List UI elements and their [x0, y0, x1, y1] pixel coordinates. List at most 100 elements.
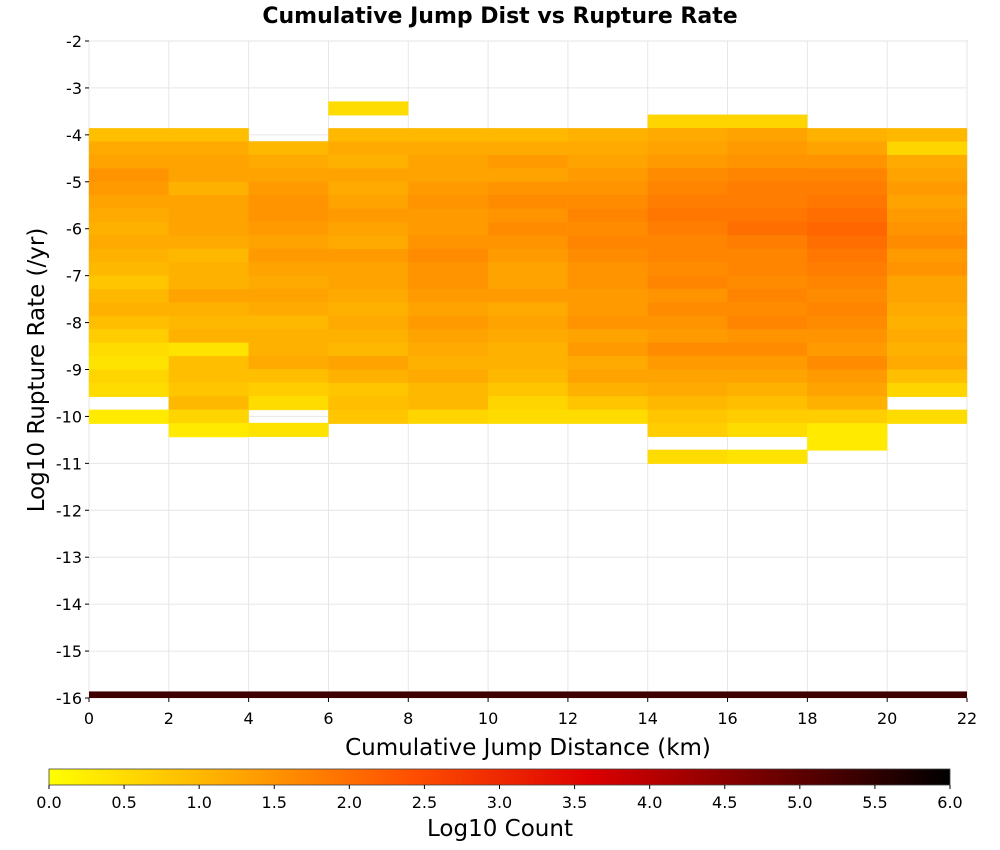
x-axis-label: Cumulative Jump Distance (km): [345, 735, 711, 761]
y-tick-label: -4: [66, 126, 82, 145]
heatmap-cell: [248, 275, 329, 290]
y-tick-label: -15: [56, 642, 82, 661]
heatmap-cell: [807, 409, 888, 424]
heatmap-cell: [887, 248, 968, 263]
heatmap-cell: [328, 369, 409, 384]
y-tick-label: -6: [66, 220, 82, 239]
heatmap-cell: [807, 356, 888, 371]
heatmap-cell: [807, 315, 888, 330]
heatmap-bottom-band: [89, 691, 967, 698]
colorbar-tick-label: 0.5: [111, 793, 136, 812]
heatmap-cell: [647, 302, 728, 317]
heatmap-cell: [807, 302, 888, 317]
heatmap-cell: [887, 302, 968, 317]
heatmap-cell: [807, 181, 888, 196]
heatmap-cell: [487, 396, 569, 411]
heatmap-cell: [408, 396, 489, 411]
heatmap-cell: [647, 396, 728, 411]
heatmap-cell: [88, 141, 169, 156]
heatmap-cell: [887, 262, 968, 277]
colorbar-tick-label: 5.5: [862, 793, 887, 812]
heatmap-cell: [248, 221, 329, 236]
heatmap-cell: [168, 154, 249, 170]
heatmap-cell: [487, 342, 569, 357]
y-tick-label: -13: [56, 548, 82, 567]
heatmap-cell: [88, 221, 169, 237]
heatmap-cell: [807, 289, 888, 304]
heatmap-cell: [88, 262, 169, 277]
heatmap-cell: [408, 208, 489, 223]
heatmap-cell: [328, 155, 409, 170]
heatmap-cell: [168, 342, 249, 357]
x-tick-label: 4: [244, 709, 254, 728]
heatmap-cell: [567, 275, 648, 290]
heatmap-cell: [487, 141, 569, 156]
x-axis-ticks: 0 2 4 6 8 10 12 14 16 18 20 22: [84, 698, 977, 728]
heatmap-cell: [408, 302, 489, 317]
heatmap-cell: [328, 356, 409, 371]
x-tick-label: 18: [797, 709, 817, 728]
heatmap-cell: [647, 168, 728, 183]
heatmap-cell: [168, 423, 249, 438]
heatmap-cell: [567, 235, 648, 250]
heatmap-cell: [727, 168, 808, 183]
heatmap-cell: [408, 369, 489, 384]
colorbar-tick-label: 4.0: [637, 793, 662, 812]
heatmap-cell: [807, 141, 888, 156]
heatmap-cell: [647, 342, 728, 357]
heatmap-cell: [887, 329, 968, 344]
heatmap-cell: [807, 208, 888, 223]
heatmap-cell: [248, 154, 329, 169]
heatmap-cell: [567, 141, 648, 156]
heatmap-cell: [807, 342, 888, 357]
heatmap-cell: [647, 382, 728, 397]
heatmap-cell: [248, 302, 329, 317]
heatmap-cell: [887, 369, 968, 384]
heatmap-cell: [727, 449, 808, 464]
heatmap-cell: [328, 181, 409, 196]
heatmap-cell: [727, 422, 808, 438]
heatmap-cell: [567, 342, 648, 357]
heatmap-cell: [487, 356, 569, 371]
y-axis-label: Log10 Rupture Rate (/yr): [24, 228, 50, 513]
heatmap-cell: [248, 369, 329, 384]
heatmap-cell: [487, 329, 569, 344]
heatmap-cell: [807, 128, 888, 143]
heatmap-cell: [328, 222, 409, 237]
heatmap-cell: [807, 195, 888, 210]
x-tick-label: 20: [877, 709, 897, 728]
colorbar-tick-label: 1.5: [262, 793, 287, 812]
heatmap-cell: [887, 154, 968, 170]
heatmap-cell: [248, 355, 329, 370]
heatmap-cell: [248, 342, 329, 357]
heatmap-cell: [328, 302, 409, 317]
heatmap-cell: [168, 128, 249, 143]
x-tick-label: 8: [403, 709, 413, 728]
heatmap-cell: [807, 423, 888, 438]
heatmap-cell: [328, 141, 409, 156]
heatmap-cell: [168, 356, 249, 371]
heatmap-cell: [727, 141, 808, 156]
heatmap-cell: [647, 409, 728, 424]
heatmap-cell: [567, 302, 648, 317]
heatmap-cell: [567, 356, 648, 371]
x-tick-label: 14: [638, 709, 658, 728]
colorbar-label: Log10 Count: [427, 816, 573, 842]
x-tick-label: 22: [957, 709, 977, 728]
y-tick-label: -3: [66, 79, 82, 98]
heatmap-cell: [807, 382, 888, 397]
heatmap-cell: [567, 195, 648, 210]
heatmap-cell: [727, 154, 808, 169]
heatmap-cell: [887, 289, 968, 304]
heatmap-cell: [168, 262, 249, 277]
y-tick-label: -10: [56, 407, 82, 426]
heatmap-cell: [567, 369, 648, 384]
heatmap-cell: [487, 168, 569, 183]
heatmap-cell: [248, 328, 329, 344]
heatmap-cell: [647, 194, 728, 210]
heatmap-cell: [487, 221, 569, 237]
chart-title: Cumulative Jump Dist vs Rupture Rate: [262, 4, 737, 29]
heatmap-cell: [328, 262, 409, 277]
heatmap-cell: [408, 181, 489, 196]
heatmap-cell: [168, 302, 249, 317]
